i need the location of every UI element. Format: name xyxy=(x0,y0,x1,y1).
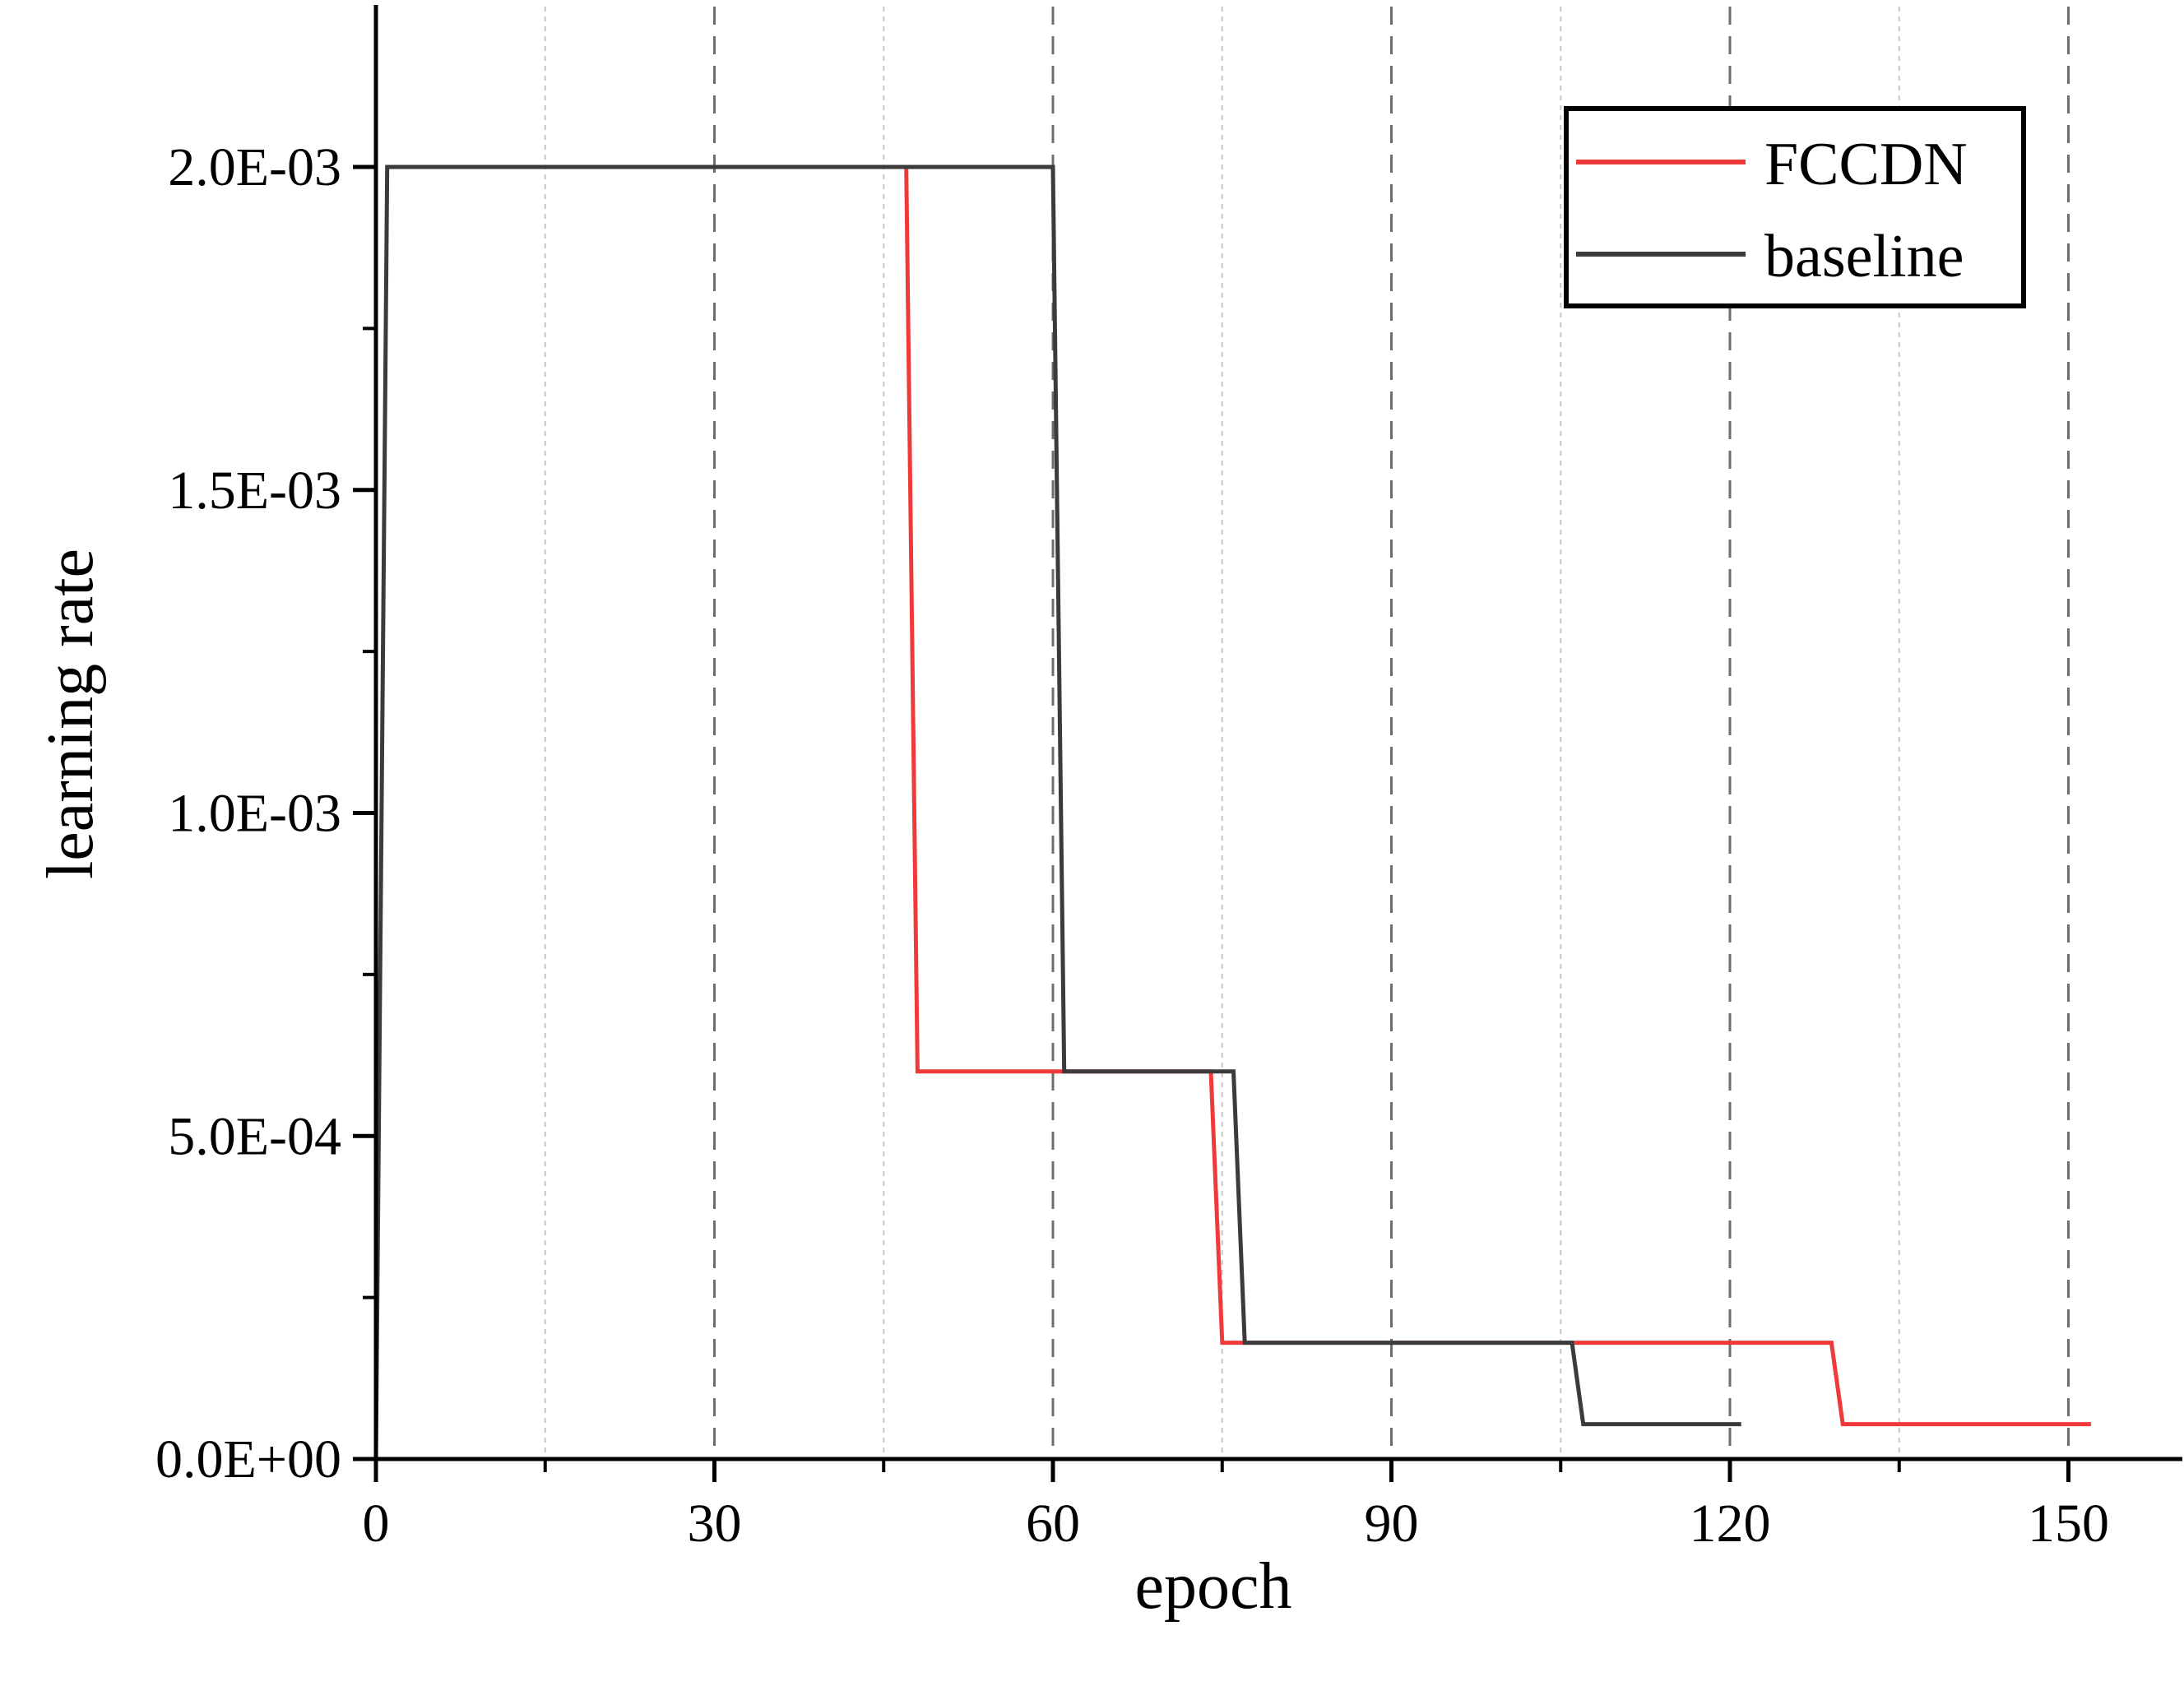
axes xyxy=(353,5,2182,1482)
x-tick-label: 90 xyxy=(1365,1494,1419,1554)
y-axis-title: learning rate xyxy=(35,549,107,879)
y-tick-label: 1.5E-03 xyxy=(168,461,341,521)
legend: FCCDN baseline xyxy=(1564,106,2026,308)
y-tick-label: 1.0E-03 xyxy=(168,784,341,844)
y-tick-label: 5.0E-04 xyxy=(168,1106,341,1166)
x-tick-label: 150 xyxy=(2028,1494,2109,1554)
legend-label-baseline: baseline xyxy=(1764,223,1964,290)
x-tick-label: 120 xyxy=(1690,1494,1771,1554)
x-tick-label: 0 xyxy=(363,1494,390,1554)
x-tick-label: 30 xyxy=(688,1494,742,1554)
series-line-fccdn xyxy=(904,166,2091,1427)
x-axis-title: epoch xyxy=(1134,1550,1291,1623)
series-lines xyxy=(373,164,2091,1460)
legend-label-fccdn: FCCDN xyxy=(1764,131,1968,198)
y-tick-label: 0.0E+00 xyxy=(155,1429,341,1489)
x-tick-label: 60 xyxy=(1026,1494,1080,1554)
legend-box xyxy=(1564,106,2026,308)
series-line-baseline xyxy=(373,164,1741,1460)
tick-labels: 0 30 60 90 120 150 0.0E+00 5.0E-04 1.0E-03 1.5E-0… xyxy=(155,137,2109,1554)
y-tick-label: 2.0E-03 xyxy=(168,137,341,197)
